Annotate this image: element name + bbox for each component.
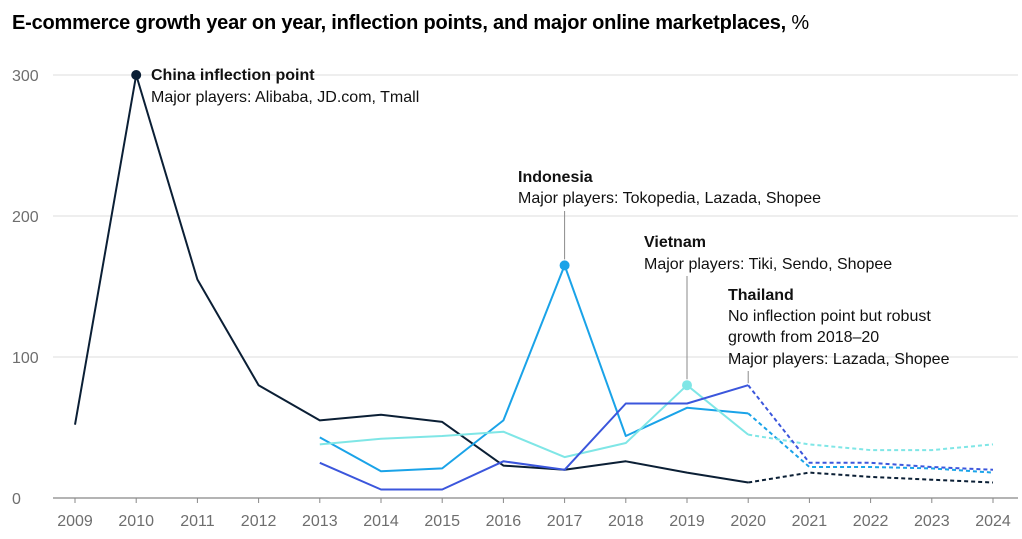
series-projection-3 bbox=[747, 384, 994, 471]
y-axis-ticks: 0 100 200 300 bbox=[12, 68, 39, 508]
series-markers bbox=[131, 70, 692, 391]
x-tick-label: 2012 bbox=[241, 513, 277, 530]
x-tick-label: 2009 bbox=[57, 513, 93, 530]
annotation-vietnam-line: Major players: Tiki, Sendo, Shopee bbox=[644, 256, 892, 273]
x-tick-label: 2023 bbox=[914, 513, 950, 530]
y-tick-label: 100 bbox=[12, 350, 39, 367]
annotation-china-line: Major players: Alibaba, JD.com, Tmall bbox=[151, 89, 419, 106]
x-tick-label: 2020 bbox=[730, 513, 766, 530]
x-tick-label: 2014 bbox=[363, 513, 399, 530]
annotation-thailand: Thailand No inflection point but robust … bbox=[728, 287, 950, 368]
y-tick-label: 0 bbox=[12, 491, 21, 508]
x-tick-label: 2016 bbox=[486, 513, 522, 530]
annotation-thailand-line-2: growth from 2018–20 bbox=[728, 329, 879, 346]
annotation-vietnam-heading: Vietnam bbox=[644, 234, 706, 251]
inflection-marker-1 bbox=[559, 260, 570, 271]
series-projection-2 bbox=[748, 433, 994, 452]
annotation-thailand-line-1: No inflection point but robust bbox=[728, 308, 931, 325]
x-tick-label: 2011 bbox=[180, 513, 215, 530]
series-line-1 bbox=[319, 264, 749, 473]
x-tick-label: 2013 bbox=[302, 513, 338, 530]
annotation-indonesia-line: Major players: Tokopedia, Lazada, Shopee bbox=[518, 190, 821, 207]
series-line-2 bbox=[319, 384, 749, 459]
y-tick-label: 300 bbox=[12, 68, 39, 85]
annotation-indonesia: Indonesia Major players: Tokopedia, Laza… bbox=[518, 169, 821, 207]
series-lines bbox=[74, 74, 994, 491]
annotation-leader-lines bbox=[564, 211, 749, 384]
x-tick-label: 2021 bbox=[792, 513, 828, 530]
inflection-marker-0 bbox=[131, 70, 142, 80]
x-tick-label: 2017 bbox=[547, 513, 583, 530]
series-projection-1 bbox=[747, 412, 994, 474]
x-tick-label: 2010 bbox=[118, 513, 154, 530]
series-line-0 bbox=[74, 74, 749, 484]
annotation-china-heading: China inflection point bbox=[151, 67, 315, 84]
chart-title-text: E-commerce growth year on year, inflecti… bbox=[12, 12, 787, 34]
y-tick-label: 200 bbox=[12, 209, 39, 226]
x-tick-label: 2015 bbox=[424, 513, 460, 530]
chart-title: E-commerce growth year on year, inflecti… bbox=[12, 12, 809, 35]
x-tick-label: 2019 bbox=[669, 513, 705, 530]
series-line-3 bbox=[319, 384, 749, 491]
x-tick-label: 2022 bbox=[853, 513, 889, 530]
chart-title-unit: % bbox=[791, 12, 809, 34]
x-axis-ticks: 2009 2010 2011 2012 2013 2014 2015 2016 2017 2018… bbox=[57, 498, 1011, 530]
annotation-thailand-heading: Thailand bbox=[728, 287, 794, 304]
inflection-marker-2 bbox=[682, 380, 692, 391]
annotation-indonesia-heading: Indonesia bbox=[518, 169, 593, 186]
x-tick-label: 2024 bbox=[975, 513, 1011, 530]
gridlines bbox=[53, 74, 1018, 499]
x-tick-label: 2018 bbox=[608, 513, 644, 530]
series-projection-0 bbox=[748, 471, 994, 484]
annotation-thailand-line-3: Major players: Lazada, Shopee bbox=[728, 351, 950, 368]
annotation-china: China inflection point Major players: Al… bbox=[151, 67, 419, 106]
annotation-vietnam: Vietnam Major players: Tiki, Sendo, Shop… bbox=[644, 234, 892, 273]
